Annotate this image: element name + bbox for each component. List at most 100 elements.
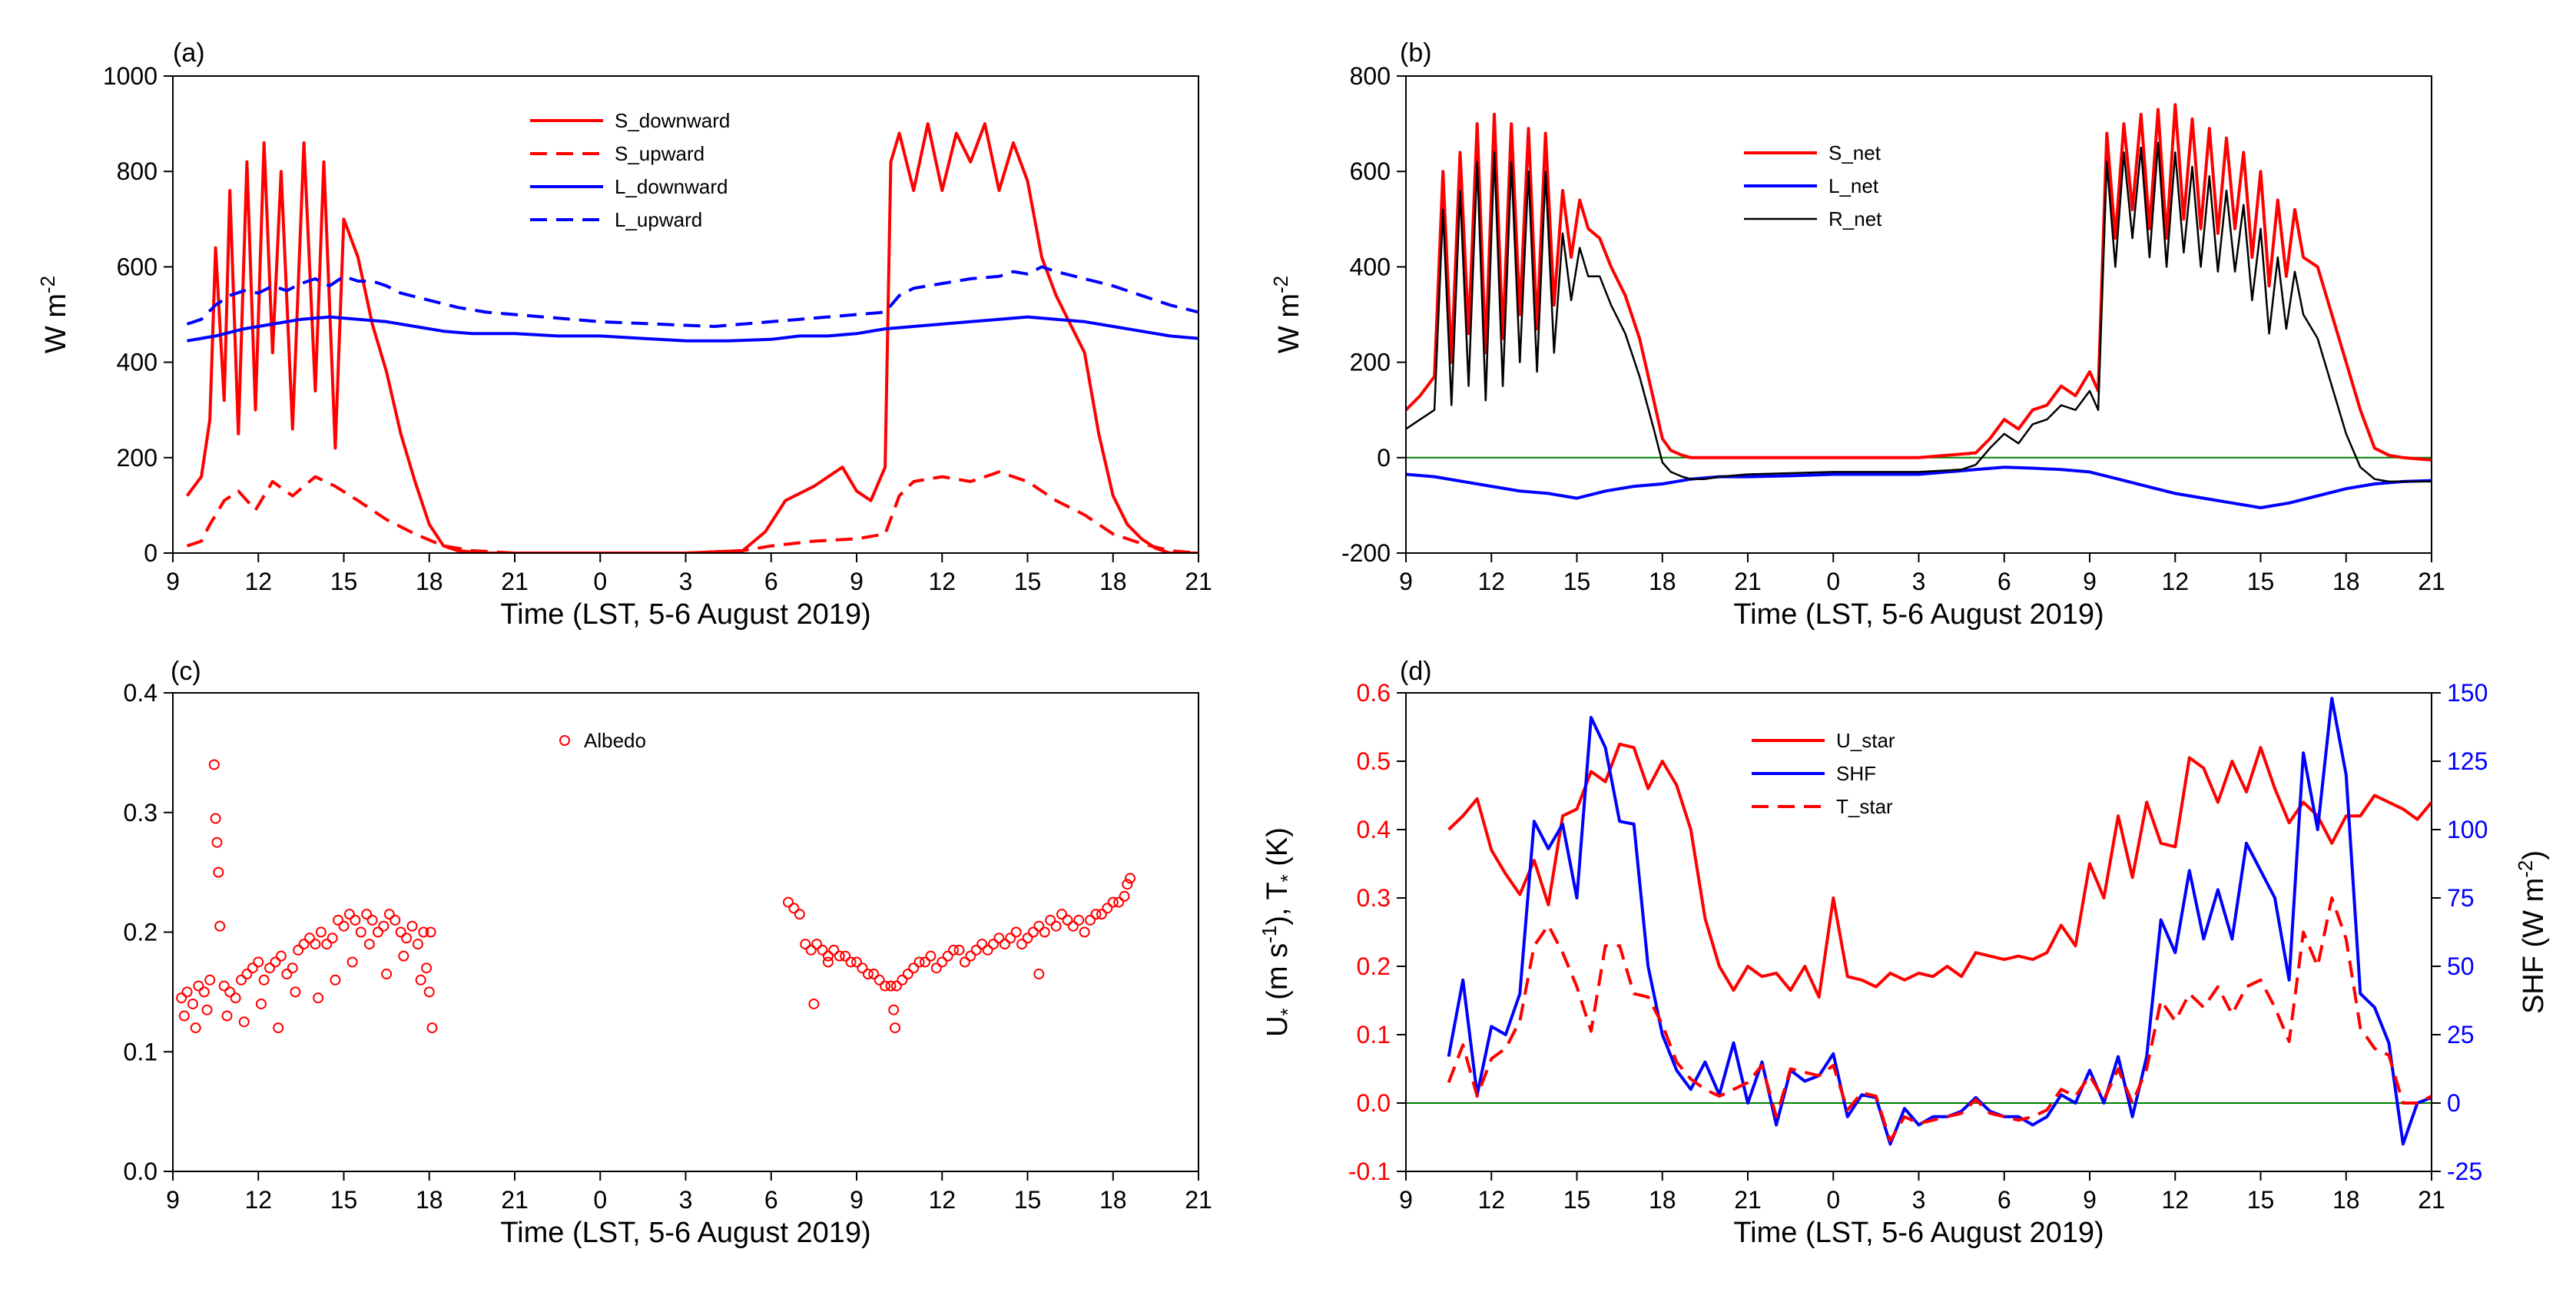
data-point bbox=[1016, 939, 1028, 950]
y-right-tick-label: 100 bbox=[2447, 816, 2488, 843]
data-point bbox=[999, 939, 1010, 950]
data-point bbox=[327, 933, 338, 944]
x-tick-label: 9 bbox=[166, 1186, 180, 1214]
data-point bbox=[965, 950, 976, 962]
x-tick-label: 18 bbox=[1099, 568, 1127, 595]
data-point bbox=[406, 920, 418, 932]
data-point bbox=[330, 974, 341, 986]
x-tick-label: 15 bbox=[2247, 1186, 2275, 1214]
x-tick-label: 21 bbox=[501, 568, 529, 595]
data-point bbox=[993, 933, 1005, 944]
y-tick-label: 0.2 bbox=[124, 919, 157, 946]
x-tick-label: 12 bbox=[1477, 568, 1505, 595]
data-point bbox=[230, 992, 241, 1004]
y-right-tick-label: 125 bbox=[2447, 747, 2488, 775]
y-right-tick-label: 0 bbox=[2447, 1089, 2461, 1117]
data-point bbox=[937, 956, 948, 968]
data-point bbox=[238, 1016, 250, 1028]
y-tick-label: 200 bbox=[1350, 349, 1391, 376]
y-label-part: * bbox=[1276, 874, 1299, 882]
data-point bbox=[346, 956, 358, 968]
data-point bbox=[1010, 926, 1022, 938]
y-right-tick-label: 50 bbox=[2447, 952, 2475, 980]
data-point bbox=[976, 939, 988, 950]
panel-d-legend: U_star SHF T_star bbox=[1752, 729, 1895, 818]
x-tick-label: 9 bbox=[166, 568, 180, 595]
data-point bbox=[425, 926, 436, 938]
data-point bbox=[310, 939, 321, 950]
data-point bbox=[290, 986, 301, 998]
data-point bbox=[423, 986, 435, 998]
x-tick-label: 3 bbox=[1912, 1186, 1926, 1214]
data-point bbox=[1073, 914, 1085, 926]
y-tick-label: 800 bbox=[117, 157, 157, 185]
x-tick-label: 18 bbox=[1649, 1186, 1676, 1214]
data-point bbox=[204, 974, 216, 986]
data-point bbox=[270, 956, 281, 968]
y-tick-label: 0.3 bbox=[124, 799, 157, 827]
panel-d-x-axis-label: Time (LST, 5-6 August 2019) bbox=[1733, 1217, 2104, 1249]
data-point bbox=[948, 944, 960, 956]
x-tick-label: 6 bbox=[1997, 1186, 2011, 1214]
y-tick-label: 0 bbox=[1377, 444, 1391, 472]
x-tick-label: 0 bbox=[1826, 1186, 1840, 1214]
data-point bbox=[959, 956, 970, 968]
x-tick-label: 15 bbox=[1563, 1186, 1591, 1214]
y-tick-label: 0.3 bbox=[1357, 884, 1391, 912]
data-point bbox=[897, 974, 908, 986]
y-tick-label: 600 bbox=[117, 253, 157, 280]
x-tick-label: 15 bbox=[330, 1186, 358, 1214]
data-point bbox=[361, 909, 373, 920]
x-tick-label: 18 bbox=[1099, 1186, 1127, 1214]
x-tick-label: 3 bbox=[679, 1186, 693, 1214]
data-point bbox=[890, 1022, 901, 1034]
data-point bbox=[862, 969, 874, 980]
legend-label: S_downward bbox=[615, 109, 730, 132]
data-point bbox=[395, 926, 406, 938]
data-point bbox=[925, 950, 937, 962]
data-point bbox=[828, 944, 840, 956]
data-point bbox=[1090, 909, 1102, 920]
panel-c-series-albedo bbox=[176, 759, 1135, 1034]
data-point bbox=[264, 962, 276, 974]
data-point bbox=[298, 939, 310, 950]
data-point bbox=[800, 939, 811, 950]
x-tick-label: 9 bbox=[2083, 1186, 2097, 1214]
data-point bbox=[1102, 903, 1113, 914]
data-point bbox=[811, 939, 823, 950]
x-tick-label: 18 bbox=[2332, 1186, 2360, 1214]
y-tick-label: 0.4 bbox=[124, 679, 157, 707]
y-label-part: U bbox=[1261, 1015, 1294, 1036]
x-tick-label: 15 bbox=[330, 568, 358, 595]
data-point bbox=[253, 956, 264, 968]
legend-label: U_star bbox=[1836, 729, 1895, 752]
x-tick-label: 15 bbox=[1563, 568, 1591, 595]
x-tick-label: 0 bbox=[1826, 568, 1840, 595]
panel-d-label: (d) bbox=[1400, 657, 1432, 686]
data-point bbox=[338, 920, 350, 932]
x-tick-label: 21 bbox=[1734, 568, 1762, 595]
x-tick-label: 21 bbox=[1734, 1186, 1762, 1214]
y-label-part: (K) bbox=[1261, 827, 1294, 874]
data-point bbox=[390, 914, 401, 926]
x-tick-label: 15 bbox=[1014, 1186, 1042, 1214]
x-tick-label: 18 bbox=[1649, 568, 1676, 595]
x-tick-label: 18 bbox=[416, 568, 443, 595]
panel-a-series-l-downward bbox=[187, 315, 1198, 343]
x-tick-label: 21 bbox=[1185, 568, 1212, 595]
data-point bbox=[840, 950, 851, 962]
data-point bbox=[1122, 879, 1133, 890]
data-point bbox=[383, 909, 395, 920]
y-tick-label: 0.1 bbox=[1357, 1021, 1391, 1049]
x-tick-label: 12 bbox=[1477, 1186, 1505, 1214]
data-point bbox=[421, 962, 433, 974]
y-tick-label: 1000 bbox=[103, 62, 157, 90]
y-label-sup: -2 bbox=[36, 276, 59, 293]
data-point bbox=[1027, 926, 1039, 938]
x-tick-label: 9 bbox=[850, 568, 864, 595]
x-tick-label: 18 bbox=[416, 1186, 443, 1214]
panel-a-series-l-upward bbox=[186, 265, 1198, 328]
data-point bbox=[1022, 933, 1033, 944]
data-point bbox=[794, 909, 805, 920]
y-right-tick-label: 25 bbox=[2447, 1021, 2475, 1049]
